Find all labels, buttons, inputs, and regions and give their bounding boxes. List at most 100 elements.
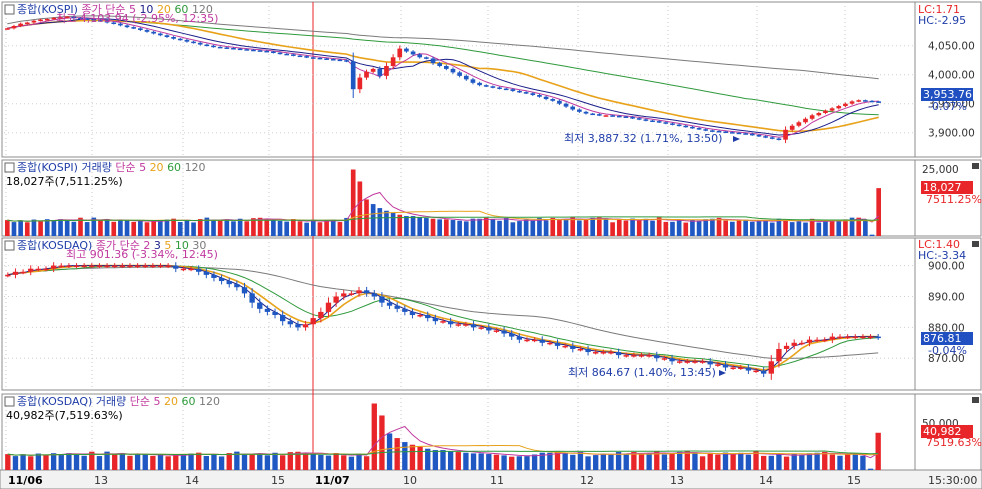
volume-bar [749, 221, 755, 236]
volume-bar [583, 218, 589, 236]
candle-down [409, 311, 416, 315]
candle-up [844, 336, 851, 339]
candle-down [371, 293, 377, 297]
candle-down [490, 86, 496, 88]
volume-bar [563, 219, 569, 236]
volume-bar [12, 456, 19, 470]
candle-down [636, 118, 642, 120]
candle-down [203, 271, 209, 275]
volume-bar [204, 217, 210, 236]
volume-bar [524, 456, 530, 470]
volume-bar [89, 451, 95, 470]
volume-bar [341, 455, 347, 470]
volume-bar [377, 208, 383, 236]
volume-bar [699, 456, 706, 470]
volume-bar [616, 219, 622, 236]
volume-bar [348, 456, 355, 470]
candle-down [563, 103, 569, 107]
volume-bar [370, 204, 376, 236]
volume-bar [822, 451, 828, 470]
volume-bar [71, 221, 77, 236]
volume-bar [112, 454, 118, 470]
volume-bar [363, 456, 370, 470]
candle-up [440, 321, 446, 323]
candle-up [50, 265, 57, 269]
kosdaq-last-value: 876.81 [923, 332, 962, 345]
candle-down [138, 28, 143, 31]
x-tick-label: 13 [94, 474, 108, 487]
volume-bar [631, 451, 637, 470]
candle-up [24, 22, 30, 24]
candle-down [769, 137, 775, 139]
candle-down [763, 136, 768, 138]
candle-down [875, 336, 881, 339]
volume-bar [643, 218, 649, 236]
candle-down [432, 318, 439, 322]
low-annotation: 최저 3,887.32 (1.71%, 13:50) [564, 132, 722, 145]
x-tick-label: 11/06 [8, 474, 43, 487]
volume-bar [550, 217, 556, 236]
kospi-last-change: -0.07% [928, 100, 967, 113]
candle-down [304, 56, 309, 58]
volume-bar [756, 221, 762, 236]
candle-up [493, 330, 500, 332]
volume-bar [157, 454, 164, 470]
volume-bar [249, 454, 255, 470]
candle-up [524, 339, 530, 342]
candle-down [317, 57, 323, 60]
volume-summary: 18,027주(7,511.25%) [6, 175, 123, 188]
volume-bar [440, 450, 446, 470]
candle-up [370, 68, 376, 72]
candle-up [35, 268, 42, 271]
volume-bar [450, 220, 456, 236]
kosdaq-volume-last: 40,982 [923, 425, 962, 438]
volume-bar [118, 220, 123, 236]
volume-bar [150, 455, 156, 470]
volume-bar [257, 454, 263, 470]
candle-down [157, 33, 163, 36]
volume-bar [424, 218, 429, 236]
candle-down [707, 361, 713, 365]
candle-down [736, 132, 742, 135]
volume-bar [417, 446, 423, 470]
candle-up [397, 48, 403, 58]
panel-toggle-icon [4, 4, 15, 15]
candle-down [173, 265, 179, 269]
candle-down [249, 293, 255, 303]
candle-down [379, 296, 385, 303]
volume-bar [623, 220, 629, 236]
candle-up [51, 17, 57, 20]
candle-up [547, 342, 553, 345]
volume-bar [124, 219, 130, 236]
candle-down [111, 22, 117, 24]
candle-down [118, 23, 123, 26]
volume-bar [743, 219, 748, 236]
candle-down [84, 18, 90, 20]
volume-bar [196, 452, 202, 470]
hc-label: HC:-3.34 [918, 249, 966, 262]
volume-bar [503, 218, 509, 236]
volume-bar [596, 217, 602, 236]
panel-toggle-icon [4, 162, 15, 173]
volume-bar [483, 217, 489, 236]
candle-up [43, 268, 49, 271]
low-marker-icon [719, 370, 726, 376]
candle-up [31, 20, 37, 23]
volume-bar [661, 454, 668, 470]
candle-down [425, 315, 431, 319]
candle-down [530, 93, 536, 95]
kospi-volume-last-bg [921, 181, 973, 194]
y-tick-label: 4,050.00 [928, 41, 975, 53]
volume-bar [264, 455, 271, 470]
candle-down [663, 122, 669, 124]
volume-bar [608, 454, 614, 470]
candle-down [437, 63, 443, 66]
volume-bar [371, 403, 377, 470]
volume-bar [217, 220, 223, 236]
candle-down [251, 49, 256, 52]
candle-down [344, 60, 349, 62]
ma10-line [7, 18, 879, 136]
candle-down [745, 367, 752, 371]
candle-down [447, 321, 454, 325]
